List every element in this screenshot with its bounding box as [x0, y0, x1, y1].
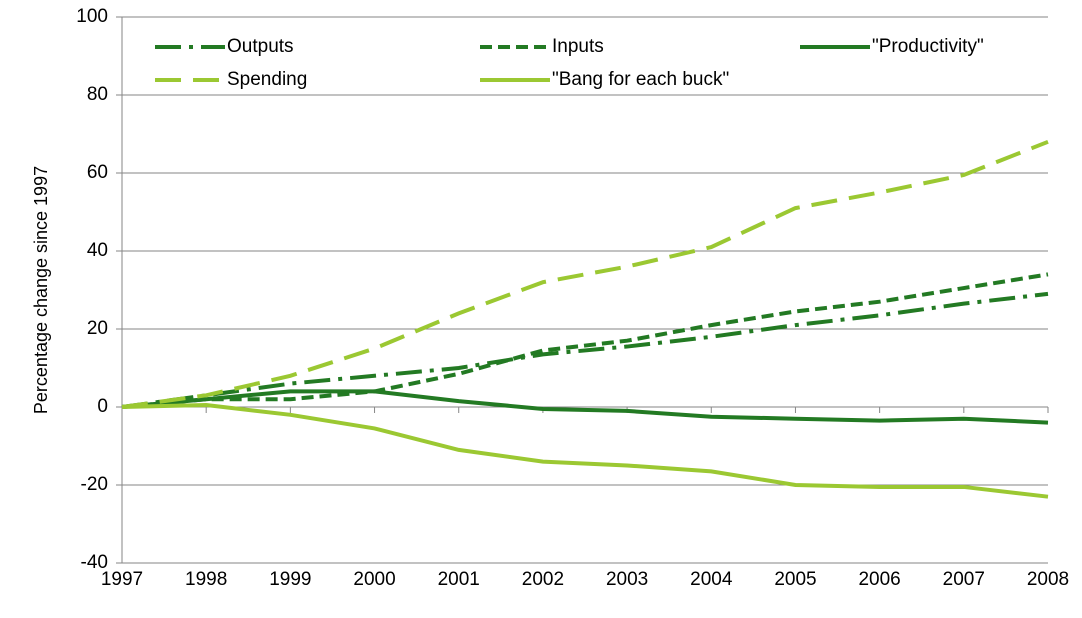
- x-tick-label: 1999: [269, 569, 311, 590]
- y-tick-label: 20: [87, 318, 108, 339]
- y-tick-label: 60: [87, 162, 108, 183]
- x-tick-label: 2004: [690, 569, 733, 590]
- legend-label: "Productivity": [872, 36, 984, 57]
- series-line: [121, 403, 1049, 499]
- x-tick-label: 2001: [438, 569, 480, 590]
- series-line: [121, 291, 1049, 409]
- x-tick-label: 2006: [858, 569, 900, 590]
- x-tick-label: 2003: [606, 569, 648, 590]
- series-line: [121, 139, 1049, 409]
- series-line: [121, 272, 1049, 409]
- series-line: [121, 389, 1049, 425]
- y-tick-label: 0: [97, 396, 108, 417]
- x-tick-label: 2008: [1027, 569, 1069, 590]
- x-tick-label: 2000: [353, 569, 395, 590]
- x-tick-label: 2002: [522, 569, 564, 590]
- x-tick-label: 1997: [101, 569, 143, 590]
- y-tick-label: 80: [87, 84, 108, 105]
- legend-label: Inputs: [552, 36, 604, 57]
- y-tick-label: -40: [81, 552, 108, 573]
- x-tick-label: 2005: [774, 569, 816, 590]
- y-tick-label: 100: [76, 6, 108, 27]
- y-tick-label: 40: [87, 240, 108, 261]
- x-tick-label: 2007: [943, 569, 985, 590]
- x-tick-label: 1998: [185, 569, 227, 590]
- legend-label: "Bang for each buck": [552, 69, 729, 90]
- legend-label: Spending: [227, 69, 307, 90]
- legend-label: Outputs: [227, 36, 294, 57]
- y-tick-label: -20: [81, 474, 108, 495]
- y-axis-label: Percentage change since 1997: [31, 166, 51, 414]
